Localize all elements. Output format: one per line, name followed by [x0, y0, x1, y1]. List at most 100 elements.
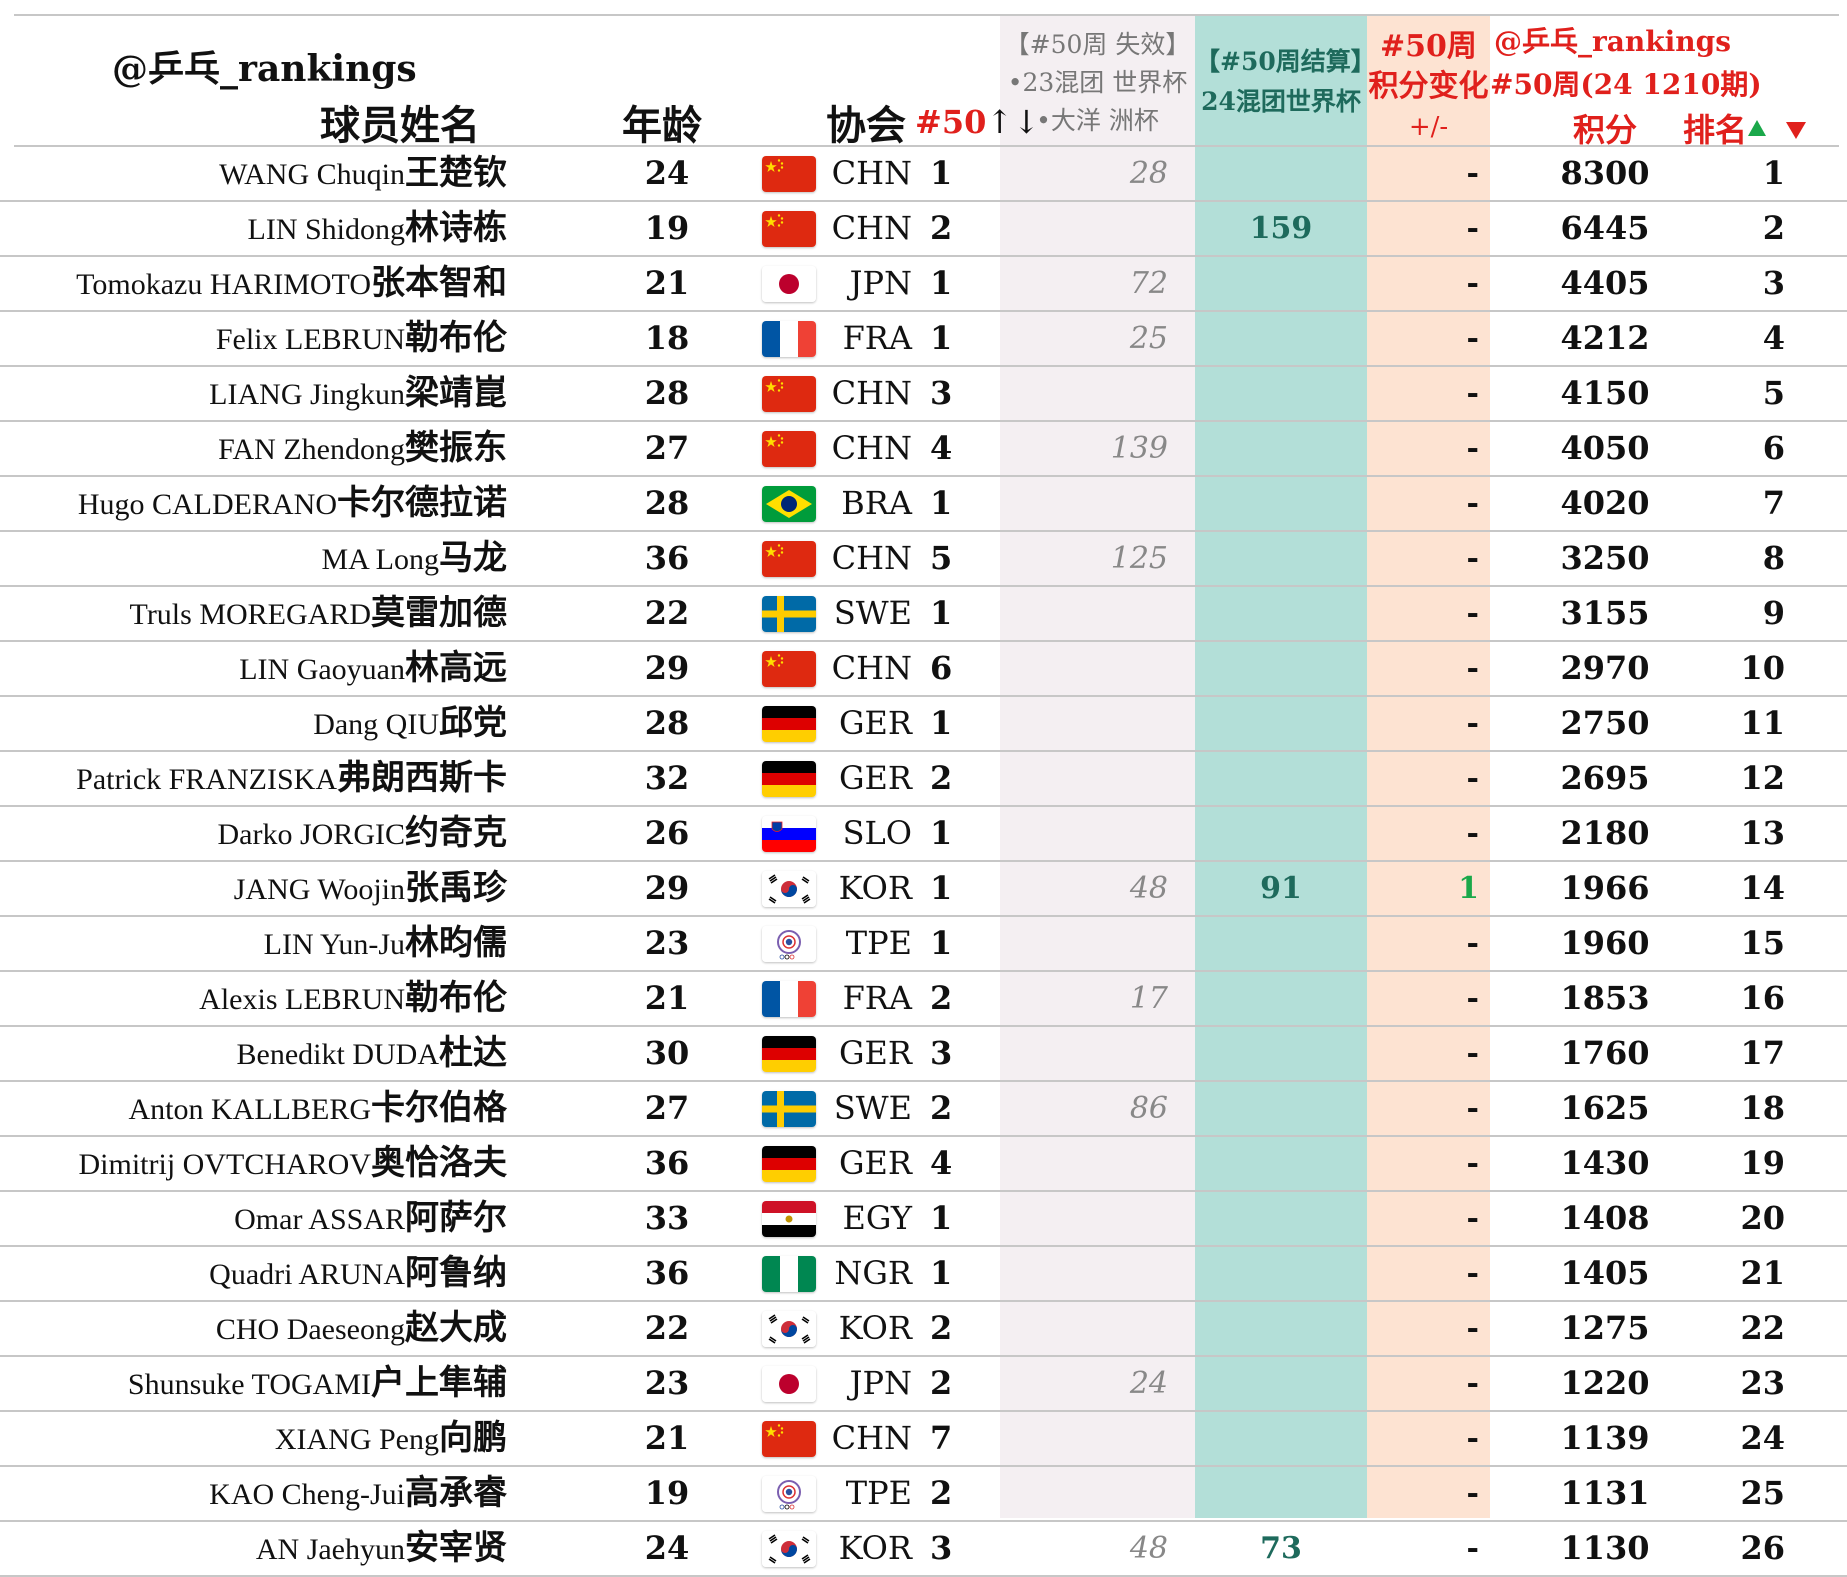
- ranking-points: 4405: [1560, 264, 1650, 302]
- association-code: JPN: [849, 1364, 912, 1402]
- table-row: LIN Yun-Ju林昀儒 23 TPE 1 - 1960 15: [0, 917, 1847, 972]
- table-row: Shunsuke TOGAMI户上隼辅 23 JPN 2 24 - 1220 23: [0, 1357, 1847, 1412]
- world-rank: 20: [1740, 1199, 1785, 1237]
- china-flag-icon: [762, 651, 816, 687]
- ranking-points: 1130: [1560, 1529, 1650, 1567]
- table-row: LIN Gaoyuan林高远 29 CHN 6 - 2970 10: [0, 642, 1847, 697]
- player-name: MA Long马龙: [321, 532, 507, 585]
- ranking-points: 3155: [1560, 594, 1650, 632]
- points-change: -: [1466, 1311, 1479, 1346]
- association-code: GER: [838, 704, 912, 742]
- player-age: 26: [644, 814, 690, 852]
- association-code: TPE: [845, 924, 912, 962]
- player-name-zh: 安宰贤: [405, 1528, 507, 1568]
- lost-points: [1000, 367, 1168, 420]
- association-code: CHN: [831, 154, 912, 192]
- player-age: 27: [644, 1089, 690, 1127]
- player-name: Darko JORGIC约奇克: [218, 807, 508, 860]
- association-rank: 1: [930, 484, 953, 522]
- player-name-en: Darko JORGIC: [217, 818, 406, 851]
- lost-points: [1000, 807, 1168, 860]
- world-rank: 12: [1740, 759, 1785, 797]
- player-name-zh: 约奇克: [405, 813, 507, 853]
- association-code: CHN: [831, 1419, 912, 1457]
- player-age: 36: [644, 1254, 690, 1292]
- player-name-en: Quadri ARUNA: [209, 1258, 405, 1291]
- player-age: 36: [644, 539, 690, 577]
- player-age: 30: [644, 1034, 690, 1072]
- lost-points: 24: [1129, 1366, 1168, 1401]
- player-name-en: LIN Shidong: [247, 213, 406, 246]
- association-rank: 1: [930, 704, 953, 742]
- player-name-en: Omar ASSAR: [234, 1203, 405, 1236]
- lost-points: 28: [1129, 156, 1168, 191]
- korea-flag-icon: [762, 1531, 816, 1567]
- settled-points: [1195, 367, 1367, 420]
- association-rank: 2: [930, 759, 953, 797]
- lost-points: [1000, 752, 1168, 805]
- player-name: Quadri ARUNA阿鲁纳: [209, 1247, 507, 1300]
- points-change: -: [1466, 1146, 1479, 1181]
- world-rank: 19: [1740, 1144, 1785, 1182]
- player-name-en: WANG Chuqin: [219, 158, 405, 191]
- player-age: 29: [644, 869, 690, 907]
- settled-points: [1195, 697, 1367, 750]
- association-code: CHN: [831, 429, 912, 467]
- player-name: CHO Daeseong赵大成: [216, 1302, 507, 1355]
- brand-watermark: @乒乓_rankings: [112, 48, 417, 90]
- table-row: Quadri ARUNA阿鲁纳 36 NGR 1 - 1405 21: [0, 1247, 1847, 1302]
- header-points: 积分: [1572, 111, 1637, 149]
- sort-arrows-icon[interactable]: ↑↓: [986, 103, 1040, 141]
- player-name-zh: 邱党: [439, 703, 507, 743]
- ranking-points: 1966: [1560, 869, 1650, 907]
- player-name-en: Dimitrij OVTCHAROV: [78, 1148, 372, 1181]
- association-rank: 1: [930, 869, 953, 907]
- player-name: FAN Zhendong樊振东: [218, 422, 507, 475]
- points-change: -: [1466, 486, 1479, 521]
- settled-points: 159: [1249, 211, 1313, 246]
- settled-points: [1195, 312, 1367, 365]
- association-rank: 2: [930, 1309, 953, 1347]
- association-code: BRA: [841, 484, 912, 522]
- association-code: SLO: [842, 814, 912, 852]
- lost-points: [1000, 1027, 1168, 1080]
- association-code: NGR: [834, 1254, 912, 1292]
- chinese-taipei-flag-icon: [762, 1476, 816, 1512]
- lost-item-2: •大洋 洲杯: [1036, 106, 1159, 135]
- header-association-rank[interactable]: #50↑↓: [915, 103, 1040, 141]
- world-rank: 18: [1740, 1089, 1785, 1127]
- lost-points: 139: [1110, 431, 1168, 466]
- association-rank: 1: [930, 594, 953, 632]
- lost-points: [1000, 477, 1168, 530]
- association-rank: 3: [930, 1529, 953, 1567]
- player-age: 32: [644, 759, 690, 797]
- table-row: MA Long马龙 36 CHN 5 125 - 3250 8: [0, 532, 1847, 587]
- settled-points: [1195, 532, 1367, 585]
- germany-flag-icon: [762, 761, 816, 797]
- lost-points: [1000, 1412, 1168, 1465]
- player-name-en: LIANG Jingkun: [209, 378, 405, 411]
- association-code: KOR: [838, 1529, 912, 1567]
- korea-flag-icon: [762, 1311, 816, 1347]
- player-name: Omar ASSAR阿萨尔: [234, 1192, 507, 1245]
- player-name-en: Felix LEBRUN: [215, 323, 405, 356]
- ranking-points: 4020: [1560, 484, 1650, 522]
- table-row: XIANG Peng向鹏 21 CHN 7 - 1139 24: [0, 1412, 1847, 1467]
- points-change: -: [1466, 926, 1479, 961]
- player-name-zh: 勒布伦: [405, 978, 507, 1018]
- association-rank: 3: [930, 374, 953, 412]
- header-association: 协会: [826, 102, 906, 149]
- settled-points: [1195, 917, 1367, 970]
- points-week: #50周(24 1210期): [1490, 68, 1762, 101]
- points-change: -: [1466, 1476, 1479, 1511]
- player-age: 28: [644, 374, 690, 412]
- association-code: CHN: [831, 539, 912, 577]
- player-name-en: AN Jaehyun: [255, 1533, 405, 1566]
- association-rank: 1: [930, 154, 953, 192]
- player-name-en: Shunsuke TOGAMI: [127, 1368, 371, 1401]
- player-age: 28: [644, 704, 690, 742]
- association-code: CHN: [831, 374, 912, 412]
- chinese-taipei-flag-icon: [762, 926, 816, 962]
- player-name-en: MA Long: [321, 543, 439, 576]
- ranking-points: 2695: [1560, 759, 1650, 797]
